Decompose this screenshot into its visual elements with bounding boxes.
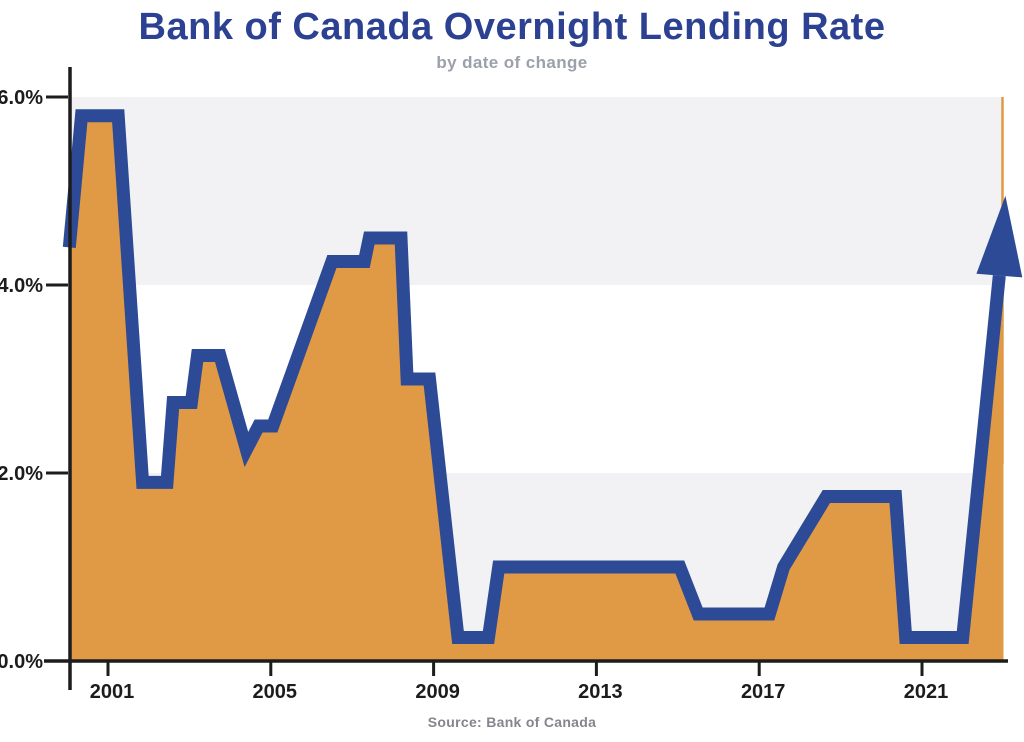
- chart-subtitle: by date of change: [436, 53, 588, 72]
- rate-area-fill: [69, 115, 1004, 662]
- chart-source: Source: Bank of Canada: [427, 714, 597, 730]
- rate-line: [62, 109, 1006, 644]
- y-tick-label: 6.0%: [0, 87, 43, 109]
- x-tick-label: 2001: [90, 681, 135, 703]
- trend-arrowhead: [976, 195, 1023, 278]
- y-tick-label: 4.0%: [0, 275, 43, 297]
- x-tick-label: 2013: [578, 681, 623, 703]
- grid-band: [69, 97, 1004, 285]
- x-tick-label: 2017: [741, 681, 786, 703]
- x-tick-label: 2009: [415, 681, 460, 703]
- y-tick-label: 0.0%: [0, 651, 43, 673]
- y-tick-label: 2.0%: [0, 463, 43, 485]
- chart-title: Bank of Canada Overnight Lending Rate: [138, 6, 886, 48]
- x-tick-label: 2005: [253, 681, 298, 703]
- x-tick-label: 2021: [904, 681, 949, 703]
